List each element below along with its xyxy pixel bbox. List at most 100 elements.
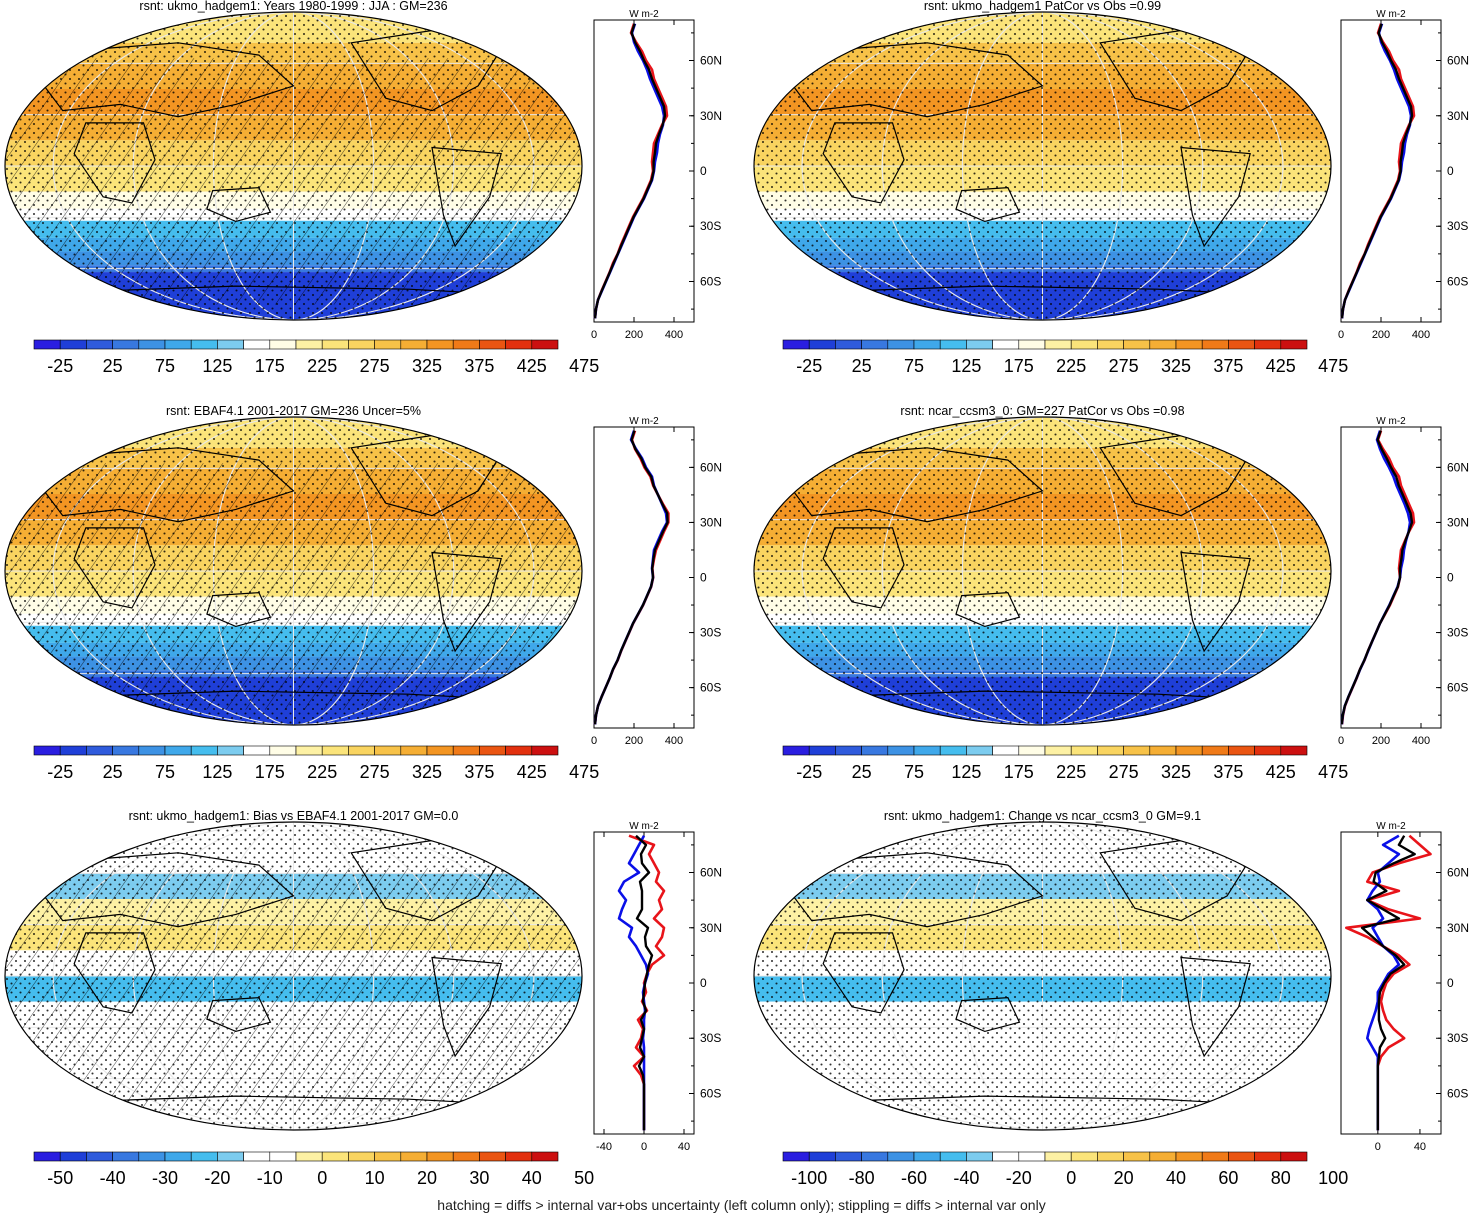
colorbar-swatch xyxy=(1044,1151,1072,1162)
colorbar-swatch xyxy=(1254,1151,1282,1162)
colorbar-label: -80 xyxy=(849,1168,875,1188)
colorbar-label: 425 xyxy=(1266,762,1296,782)
colorbar-swatch xyxy=(348,339,375,350)
hatch-overlay xyxy=(5,868,582,1115)
colorbar-swatch xyxy=(966,1151,993,1162)
zonal-lat-label: 60N xyxy=(1447,54,1469,68)
zonal-x-label: 400 xyxy=(665,735,683,747)
colorbar-label: 375 xyxy=(464,356,494,376)
colorbar-label: 225 xyxy=(1056,356,1086,376)
colorbar-swatch xyxy=(1070,1151,1098,1162)
colorbar-swatch xyxy=(1123,745,1151,756)
colorbar-5: -50 -40 -30 -20 -10 0 10 20 30 40 50 xyxy=(33,1151,594,1188)
colorbar-swatch xyxy=(887,745,915,756)
colorbar-label: 0 xyxy=(317,1168,327,1188)
colorbar-label: 475 xyxy=(569,762,599,782)
zonal-series-3 xyxy=(593,23,667,319)
zonal-series-3 xyxy=(1360,835,1416,1131)
colorbar-swatch xyxy=(1254,745,1282,756)
colorbar-swatch xyxy=(112,339,140,350)
zonal-lat-label: 60S xyxy=(700,274,721,288)
colorbar-label: -40 xyxy=(953,1168,979,1188)
zonal-series-2 xyxy=(1345,834,1432,1131)
colorbar-label: -25 xyxy=(796,762,822,782)
map-title: rsnt: ukmo_hadgem1: Years 1980-1999 : JJ… xyxy=(139,0,447,13)
map-title: rsnt: ukmo_hadgem1: Change vs ncar_ccsm3… xyxy=(884,809,1201,823)
hatch-overlay xyxy=(5,463,582,710)
colorbar-swatch xyxy=(913,339,941,350)
colorbar-label: 225 xyxy=(307,762,337,782)
colorbar-swatch xyxy=(190,339,218,350)
colorbar-swatch xyxy=(164,1151,192,1162)
zonal-lat-label: 30S xyxy=(1447,1031,1468,1045)
map-panel-4: rsnt: ncar_ccsm3_0: GM=227 PatCor vs Obs… xyxy=(753,404,1332,726)
zonal-lat-label: 0 xyxy=(700,571,707,585)
colorbar-label: 125 xyxy=(951,356,981,376)
zonal-lat-label: 60N xyxy=(1447,460,1469,474)
colorbar-swatch xyxy=(913,1151,941,1162)
colorbar-swatch xyxy=(59,1151,87,1162)
map-title: rsnt: ncar_ccsm3_0: GM=227 PatCor vs Obs… xyxy=(900,404,1184,418)
colorbar-swatch xyxy=(269,745,297,756)
colorbar-6: -100 -80 -60 -40 -20 0 20 40 60 80 100 xyxy=(782,1151,1348,1188)
zonal-units: W m-2 xyxy=(1376,821,1406,832)
colorbar-swatch xyxy=(782,1151,810,1162)
colorbar-swatch xyxy=(505,745,533,756)
colorbar-swatch xyxy=(808,339,836,350)
continent-outline xyxy=(206,591,272,628)
figure-footnote: hatching = diffs > internal var+obs unce… xyxy=(437,1197,1046,1213)
colorbar-label: 75 xyxy=(904,356,924,376)
hatch-overlay xyxy=(5,58,582,305)
colorbar-swatch xyxy=(1018,1151,1046,1162)
continent-outline xyxy=(431,551,502,653)
stipple-overlay xyxy=(754,822,1331,1130)
zonal-panel-4: 60N 30N 0 30S 60S 0 200 400 W m-2 xyxy=(1338,416,1469,747)
zonal-x-label: 0 xyxy=(1338,329,1344,341)
colorbar-swatch xyxy=(992,1151,1020,1162)
map-panel-1: rsnt: ukmo_hadgem1: Years 1980-1999 : JJ… xyxy=(4,0,583,321)
colorbar-swatch xyxy=(217,1151,244,1162)
colorbar-swatch xyxy=(939,745,967,756)
zonal-x-label: 200 xyxy=(1372,329,1390,341)
zonal-lat-label: 60N xyxy=(700,460,722,474)
zonal-units: W m-2 xyxy=(629,416,659,427)
colorbar-label: -40 xyxy=(100,1168,126,1188)
colorbar-swatch xyxy=(1044,745,1072,756)
colorbar-swatch xyxy=(33,1151,61,1162)
zonal-units: W m-2 xyxy=(629,9,659,20)
colorbar-swatch xyxy=(217,339,244,350)
colorbar-swatch xyxy=(426,339,454,350)
continent-outline xyxy=(73,527,156,609)
colorbar-swatch xyxy=(86,1151,113,1162)
colorbar-label: -50 xyxy=(47,1168,73,1188)
colorbar-label: -20 xyxy=(204,1168,230,1188)
colorbar-label: 60 xyxy=(1218,1168,1238,1188)
colorbar-swatch xyxy=(531,1151,559,1162)
colorbar-swatch xyxy=(939,1151,967,1162)
zonal-panel-1: 60N 30N 0 30S 60S 0 200 400 W m-2 xyxy=(591,9,722,341)
colorbar-label: 125 xyxy=(951,762,981,782)
stipple-overlay xyxy=(754,12,1331,320)
colorbar-label: 75 xyxy=(155,356,175,376)
colorbar-swatch xyxy=(992,745,1020,756)
colorbar-label: 325 xyxy=(412,356,442,376)
map-border xyxy=(753,11,1332,321)
colorbar-swatch xyxy=(374,1151,402,1162)
colorbar-swatch xyxy=(835,1151,862,1162)
colorbar-swatch xyxy=(112,745,140,756)
map-field xyxy=(754,822,1331,1130)
map-field xyxy=(5,12,582,320)
continent-outline xyxy=(431,956,502,1058)
zonal-lat-label: 60S xyxy=(1447,274,1468,288)
colorbar-swatch xyxy=(138,745,166,756)
colorbar-swatch xyxy=(321,745,349,756)
zonal-series-1 xyxy=(593,430,669,725)
zonal-x-label: 200 xyxy=(1372,735,1390,747)
zonal-lat-label: 30N xyxy=(700,921,722,935)
colorbar-swatch xyxy=(1070,339,1098,350)
zonal-lat-label: 30N xyxy=(1447,515,1469,529)
zonal-x-label: 400 xyxy=(1412,735,1430,747)
zonal-series-2 xyxy=(593,430,670,725)
colorbar-swatch xyxy=(33,745,61,756)
colorbar-label: 175 xyxy=(255,762,285,782)
